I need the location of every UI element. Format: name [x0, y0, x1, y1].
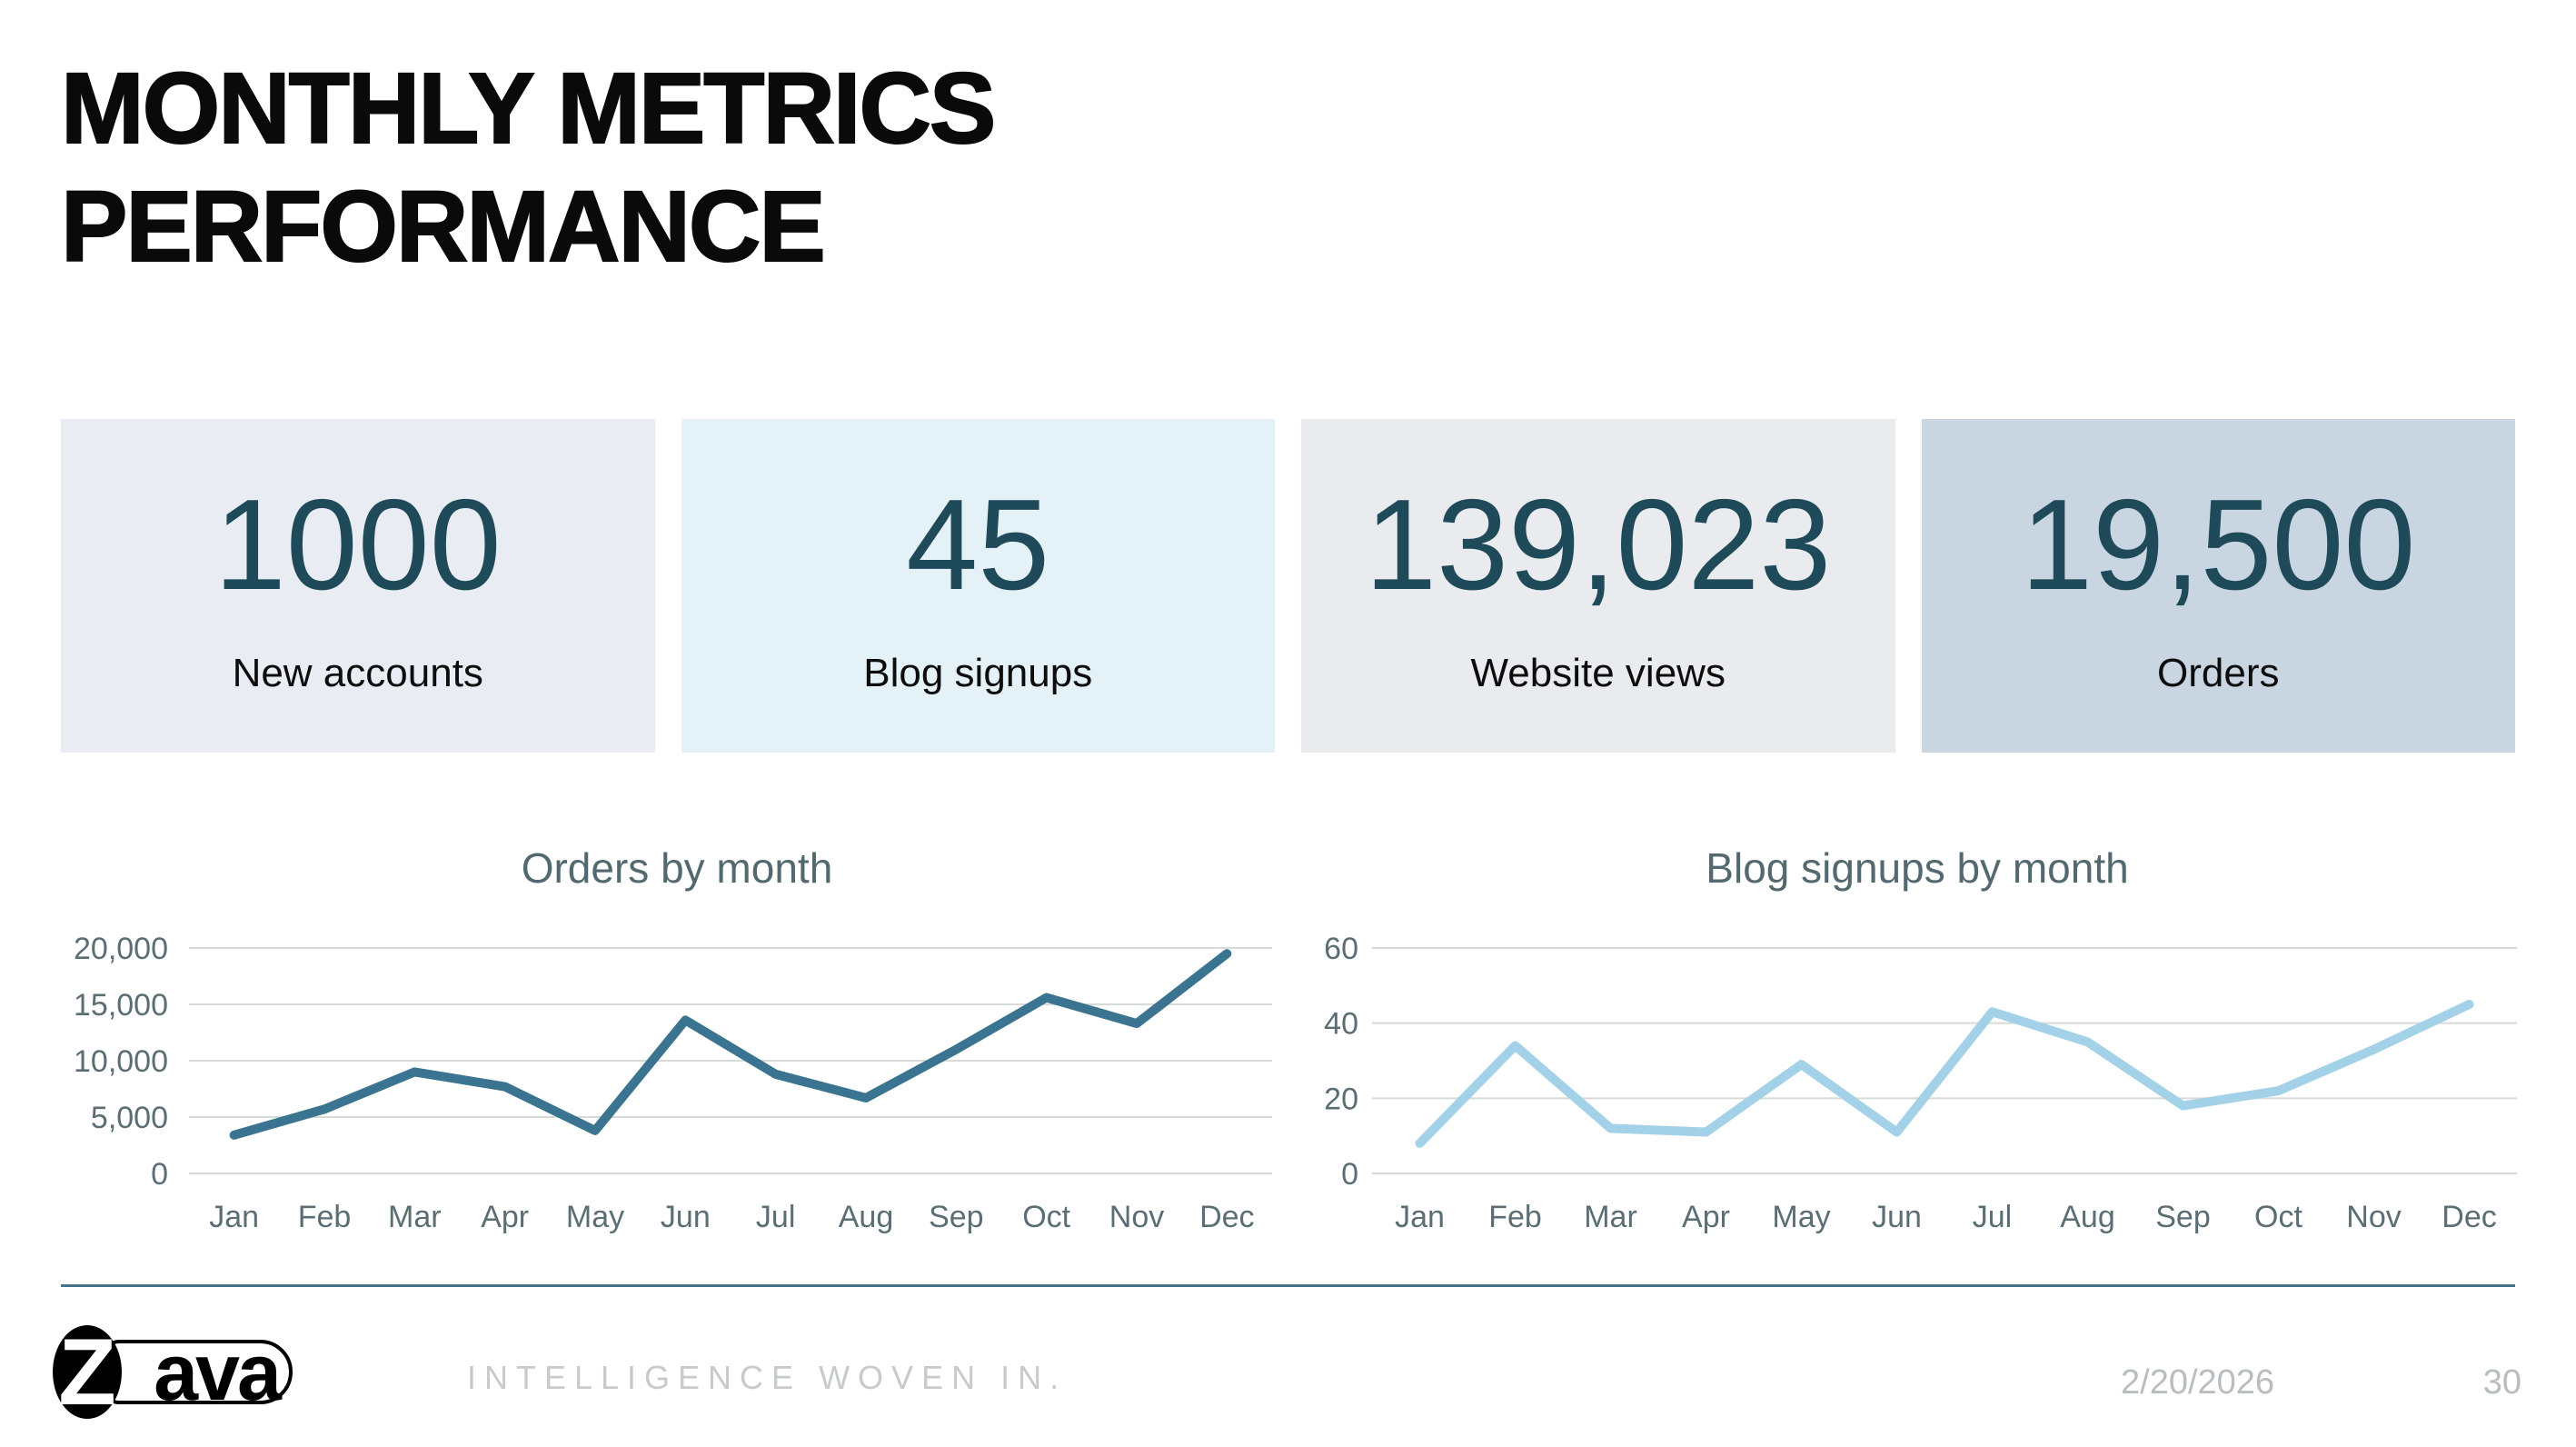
- x-axis-label: Oct: [1022, 1200, 1070, 1234]
- x-axis-label: Sep: [2155, 1200, 2211, 1234]
- logo-z-ellipse: Z: [53, 1319, 122, 1425]
- footer-tagline: INTELLIGENCE WOVEN IN.: [467, 1359, 1068, 1396]
- zava-logo: ava Z: [53, 1325, 298, 1425]
- x-axis-label: May: [566, 1200, 624, 1234]
- x-axis-label: Aug: [839, 1200, 894, 1234]
- logo-wordmark-box: ava: [98, 1326, 293, 1417]
- x-axis-label: Feb: [1488, 1200, 1542, 1234]
- page-number: 30: [2482, 1363, 2521, 1402]
- logo-z-letter: Z: [58, 1319, 116, 1425]
- x-axis-label: Jul: [1973, 1200, 2012, 1234]
- x-axis-label: Jun: [661, 1200, 711, 1234]
- footer-divider: [61, 1284, 2515, 1287]
- blog-signups-line-chart: 0 20 40 60 Jan Feb Mar Apr May Jun Jul Aug Sep Oct Nov…: [1324, 932, 2517, 1234]
- x-axis-label: Jul: [756, 1200, 795, 1234]
- kpi-value: 19,500: [2021, 473, 2416, 617]
- kpi-label: Blog signups: [863, 651, 1093, 695]
- y-axis-tick-label: 10,000: [74, 1044, 168, 1079]
- x-axis-label: Mar: [388, 1200, 442, 1234]
- kpi-card-new-accounts: 1000 New accounts: [61, 419, 655, 753]
- x-axis-label: Apr: [481, 1200, 529, 1234]
- orders-chart-title: Orders by month: [521, 844, 833, 892]
- page-title: MONTHLY METRICS PERFORMANCE: [60, 52, 997, 284]
- kpi-value: 45: [906, 473, 1050, 617]
- x-axis-label: Sep: [929, 1200, 984, 1234]
- data-line: [229, 949, 1232, 1140]
- y-axis-tick-label: 40: [1324, 1007, 1358, 1042]
- kpi-value: 1000: [214, 473, 502, 617]
- x-axis-label: May: [1772, 1200, 1830, 1234]
- y-axis-tick-label: 20,000: [74, 932, 168, 966]
- kpi-label: New accounts: [232, 651, 483, 695]
- kpi-label: Orders: [2157, 651, 2280, 695]
- y-axis-tick-label: 0: [151, 1157, 168, 1192]
- kpi-value: 139,023: [1365, 473, 1832, 617]
- kpi-row: 1000 New accounts 45 Blog signups 139,02…: [61, 419, 2515, 753]
- orders-line-chart: 0 5,000 10,000 15,000 20,000 Jan Feb Mar Apr May J…: [74, 932, 1272, 1234]
- x-axis-label: Dec: [1199, 1200, 1254, 1234]
- y-axis-tick-label: 15,000: [74, 988, 168, 1023]
- x-axis-label: Apr: [1682, 1200, 1730, 1234]
- blog-signups-chart-title: Blog signups by month: [1706, 844, 2129, 892]
- y-axis-tick-label: 60: [1324, 932, 1358, 966]
- kpi-card-website-views: 139,023 Website views: [1301, 419, 1895, 753]
- data-line: [1415, 1000, 2474, 1148]
- y-axis-tick-label: 5,000: [91, 1101, 168, 1135]
- logo-wordmark-text: ava: [154, 1326, 282, 1417]
- x-axis-label: Aug: [2060, 1200, 2115, 1234]
- x-axis-label: Jan: [209, 1200, 259, 1234]
- x-axis-label: Nov: [1109, 1200, 1164, 1234]
- x-axis-label: Oct: [2254, 1200, 2302, 1234]
- slide-date: 2/20/2026: [2121, 1363, 2275, 1402]
- x-axis-label: Dec: [2442, 1200, 2496, 1234]
- kpi-card-blog-signups: 45 Blog signups: [681, 419, 1275, 753]
- kpi-label: Website views: [1470, 651, 1726, 695]
- x-axis-label: Feb: [298, 1200, 352, 1234]
- y-axis-tick-label: 20: [1324, 1082, 1358, 1116]
- x-axis-label: Jun: [1872, 1200, 1922, 1234]
- kpi-card-orders: 19,500 Orders: [1921, 419, 2515, 753]
- y-axis-tick-label: 0: [1341, 1157, 1358, 1192]
- x-axis-label: Jan: [1395, 1200, 1445, 1234]
- x-axis-label: Mar: [1584, 1200, 1637, 1234]
- x-axis-label: Nov: [2346, 1200, 2401, 1234]
